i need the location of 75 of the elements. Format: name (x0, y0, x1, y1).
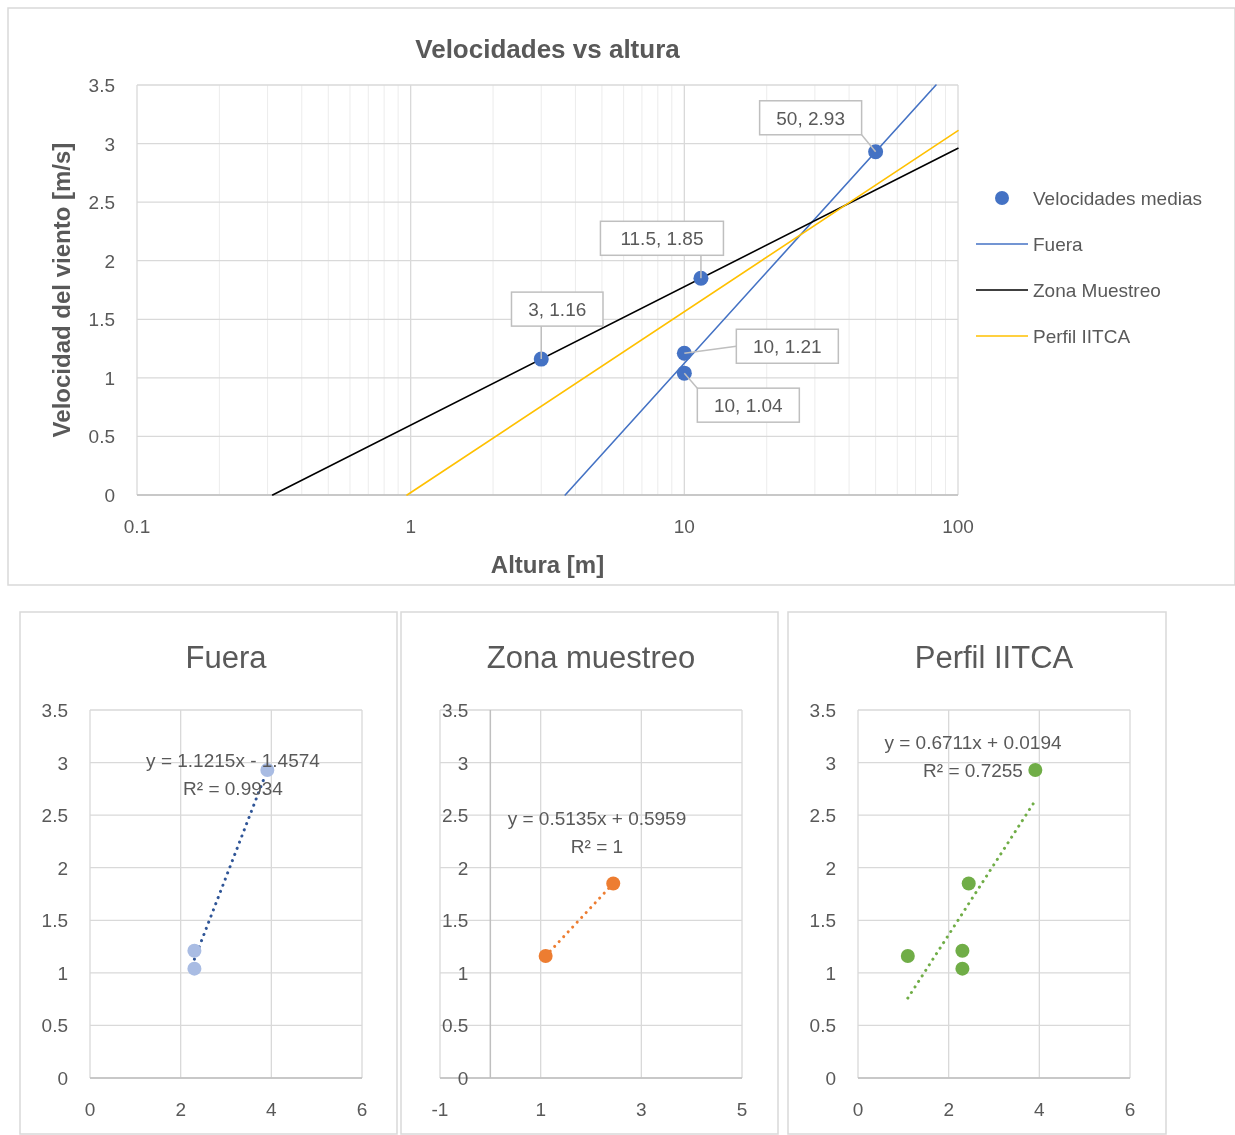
y-tick-label: 0.5 (88, 426, 115, 448)
y-tick-label: 0.5 (41, 1015, 68, 1037)
annotation: 10, 1.04 (714, 395, 784, 417)
y-tick-label: 2 (104, 250, 115, 272)
y-tick-label: 2.5 (441, 805, 469, 827)
annotation: 3, 1.16 (528, 299, 587, 321)
y-tick-label: 1 (825, 962, 836, 984)
point (900, 949, 915, 964)
y-tick-label: 1 (104, 367, 115, 389)
point (955, 961, 970, 976)
x-tick-label: 0 (852, 1099, 864, 1120)
y-tick-label: 3 (825, 752, 836, 774)
x-tick-label: -1 (431, 1099, 449, 1120)
y-tick-label: 1.5 (41, 910, 68, 932)
x-tick-label: 2 (175, 1099, 186, 1120)
annotation: 11.5, 1.85 (620, 228, 704, 250)
y-tick-label: 0 (825, 1068, 836, 1089)
y-tick-label: 0 (57, 1068, 68, 1089)
y-tick-label: 3.5 (88, 75, 115, 96)
chart-title: Zona muestreo (486, 640, 696, 675)
y-tick-label: 1.5 (809, 910, 836, 932)
chart-title: Velocidades vs altura (415, 34, 681, 64)
annotation: y = 0.5135x + 0.5959 (507, 808, 687, 829)
y-tick-label: 3 (104, 133, 115, 155)
y-tick-label: 2.5 (809, 805, 836, 827)
y-tick-label: 1.5 (441, 910, 469, 932)
x-tick-label: 4 (1034, 1099, 1046, 1120)
x-tick-label: 0.1 (123, 516, 151, 537)
legend-label: Fuera (1033, 234, 1084, 255)
legend-label: Perfil IITCA (1033, 326, 1131, 347)
point (187, 943, 202, 958)
annotation: 10, 1.21 (753, 336, 822, 358)
x-tick-label: 4 (266, 1099, 278, 1120)
y-tick-label: 2.5 (41, 805, 68, 827)
y-tick-label: 2 (57, 857, 68, 879)
y-tick-label: 0.5 (809, 1015, 836, 1037)
point (1028, 762, 1043, 777)
y-tick-label: 3.5 (809, 700, 836, 721)
annotation: R² = 1 (570, 836, 624, 857)
x-tick-label: 6 (356, 1099, 368, 1120)
annotation: R² = 0.9934 (183, 778, 284, 799)
x-tick-label: 3 (636, 1099, 647, 1120)
x-tick-label: 100 (942, 516, 974, 537)
y-tick-label: 0 (104, 485, 115, 506)
annotation: R² = 0.7255 (923, 760, 1023, 781)
y-tick-label: 0 (457, 1068, 469, 1089)
y-tick-label: 0.5 (441, 1015, 469, 1037)
x-tick-label: 1 (535, 1099, 546, 1120)
y-tick-label: 1 (57, 962, 68, 984)
x-tick-label: 6 (1124, 1099, 1136, 1120)
annotation: y = 1.1215x - 1.4574 (146, 750, 321, 771)
x-tick-label: 5 (736, 1099, 748, 1120)
x-tick-label: 2 (943, 1099, 954, 1120)
annotation: y = 0.6711x + 0.0194 (884, 732, 1062, 753)
x-tick-label: 10 (673, 516, 695, 537)
y-tick-label: 3 (457, 752, 469, 774)
point (955, 943, 970, 958)
y-tick-label: 3.5 (441, 700, 469, 721)
point (961, 876, 976, 891)
legend-label: Zona Muestreo (1033, 280, 1161, 301)
y-tick-label: 3.5 (41, 700, 68, 721)
annotation: 50, 2.93 (776, 107, 845, 129)
legend-label: Velocidades medias (1033, 188, 1202, 209)
y-tick-label: 2 (457, 857, 469, 879)
y-tick-label: 3 (57, 752, 68, 774)
point (187, 961, 202, 976)
y-tick-label: 1 (457, 962, 469, 984)
y-axis-title: Velocidad del viento [m/s] (48, 142, 75, 438)
y-tick-label: 2.5 (88, 192, 115, 214)
chart-title: Fuera (185, 640, 268, 675)
y-tick-label: 1.5 (88, 309, 115, 331)
chart-title: Perfil IITCA (914, 640, 1074, 675)
x-axis-title: Altura [m] (490, 551, 605, 578)
y-tick-label: 2 (825, 857, 836, 879)
x-tick-label: 1 (405, 516, 416, 537)
